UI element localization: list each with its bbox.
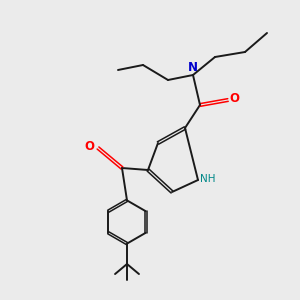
Text: N: N xyxy=(188,61,197,74)
Text: NH: NH xyxy=(200,173,216,184)
Text: O: O xyxy=(230,92,240,105)
Text: O: O xyxy=(84,140,94,153)
